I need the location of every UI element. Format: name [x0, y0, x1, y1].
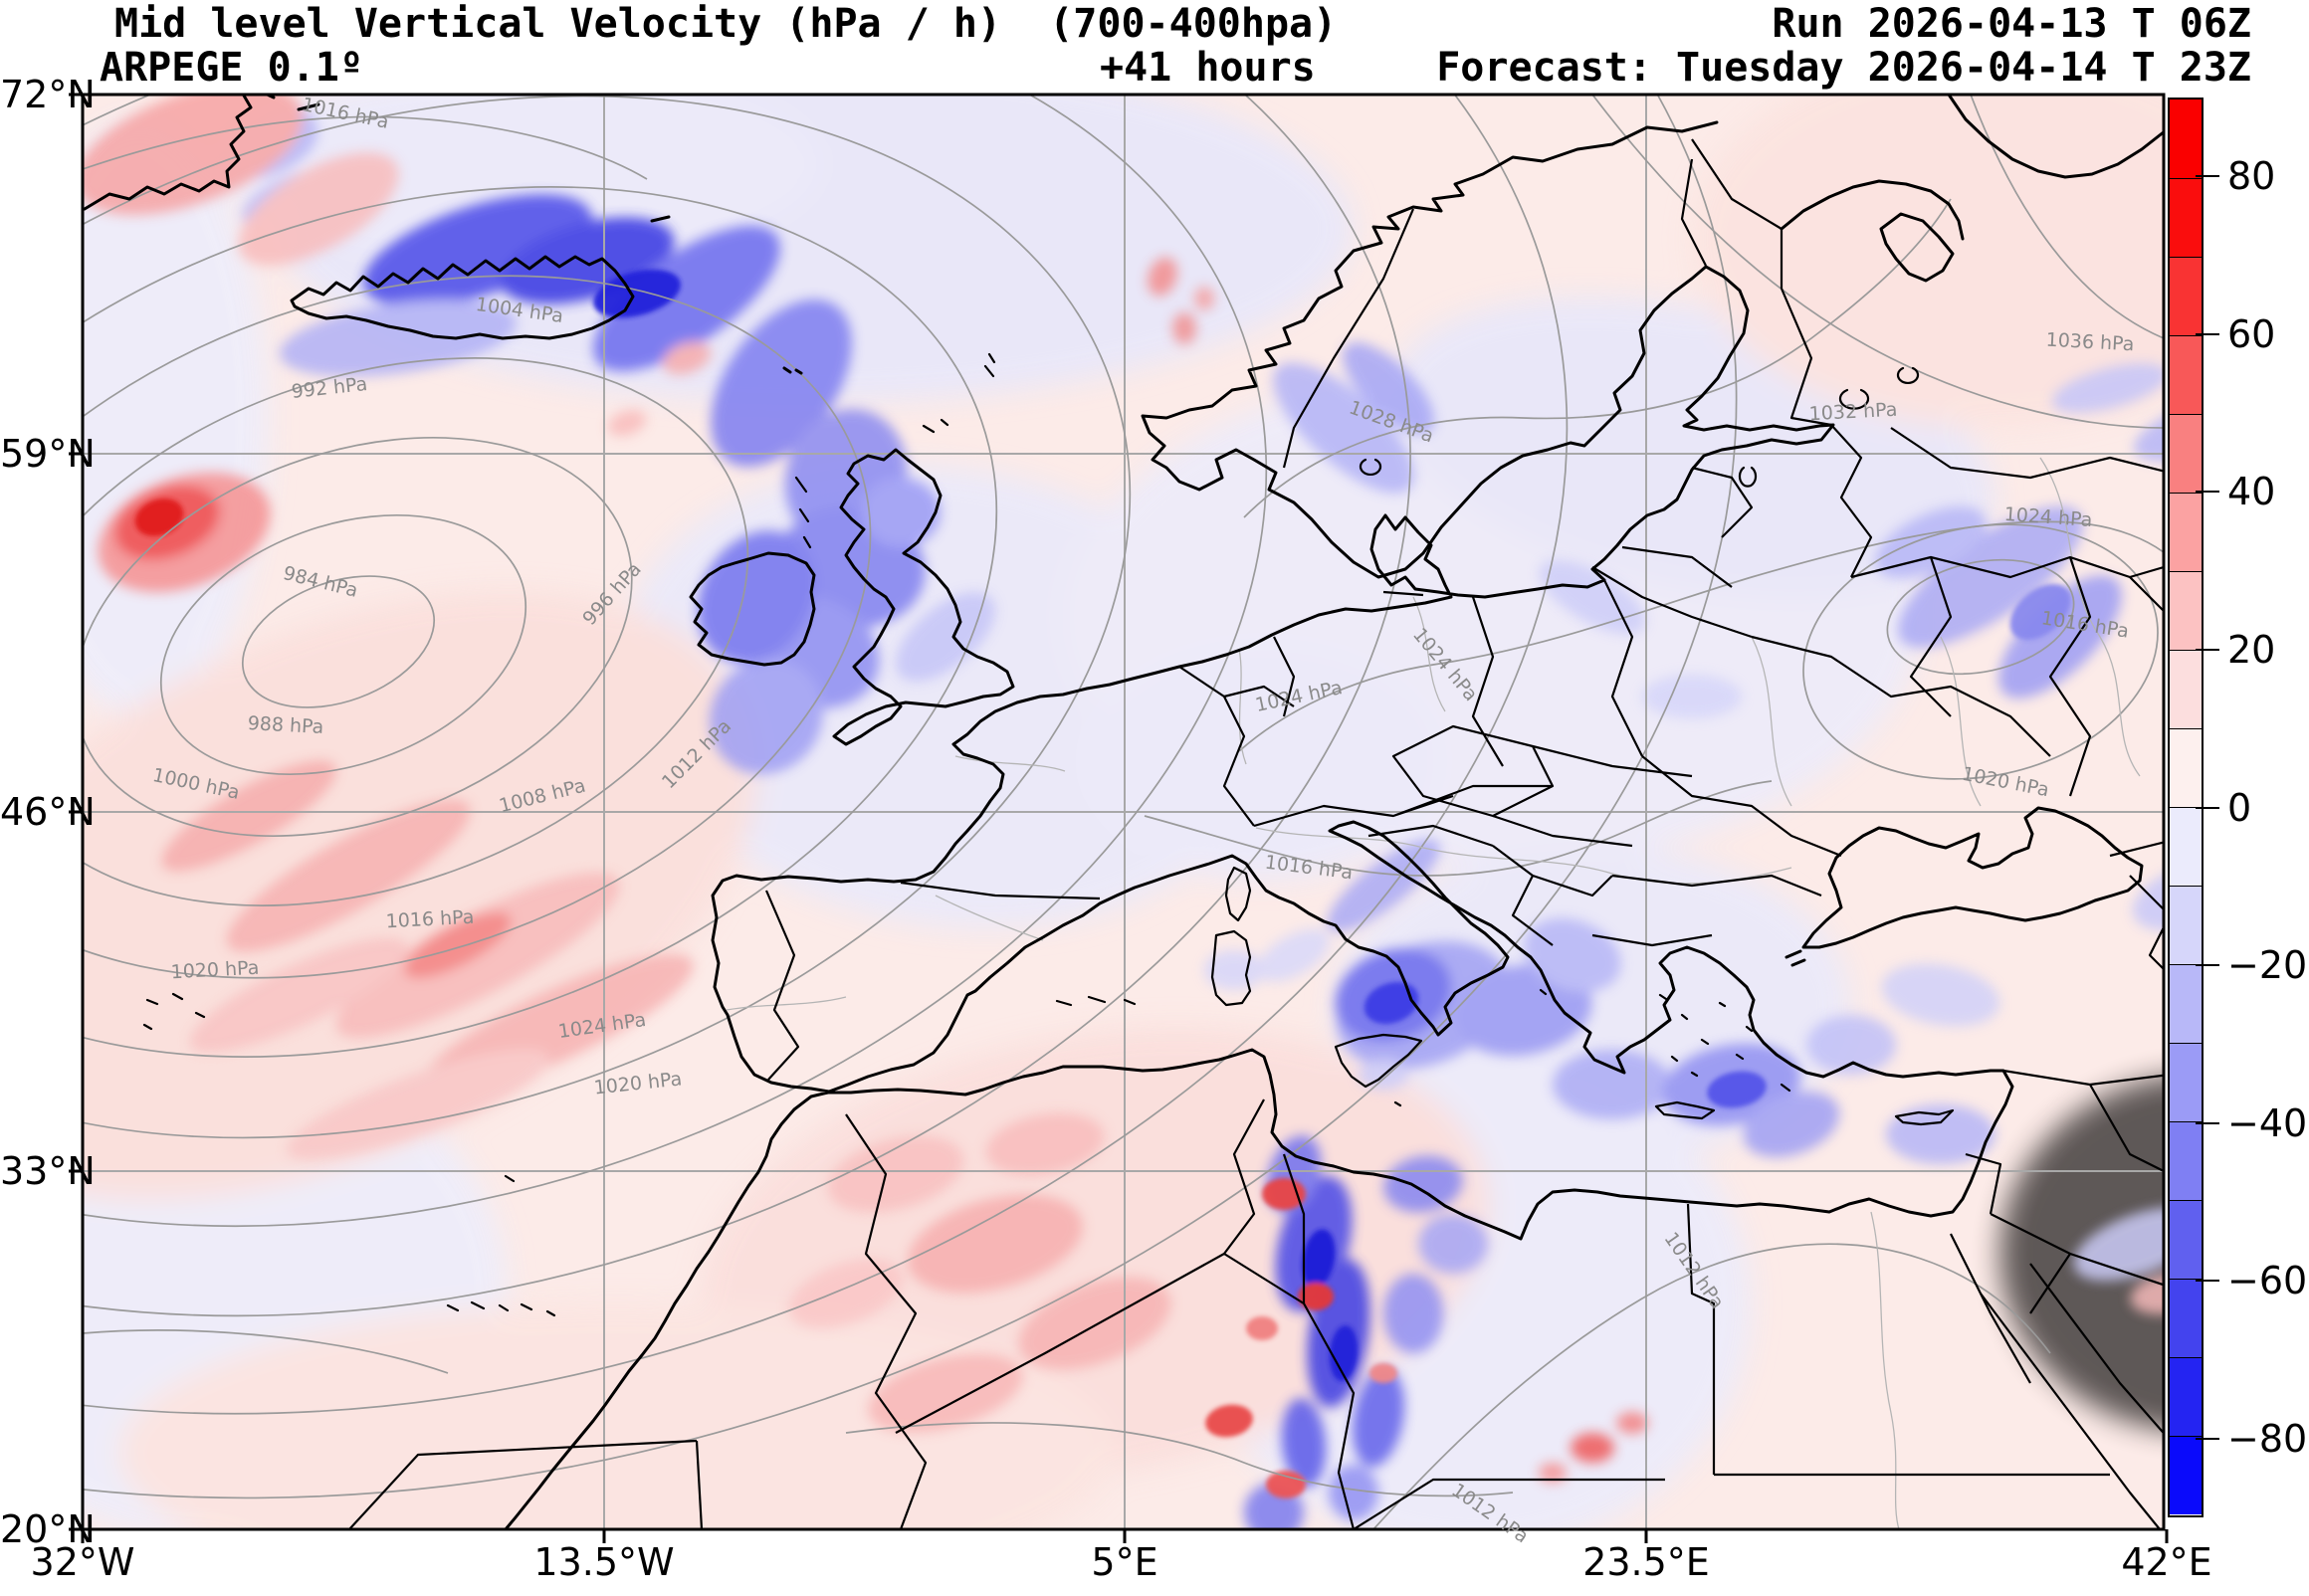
colorbar-tick-mark-2: [2196, 491, 2219, 494]
colorbar-segment-1: [2170, 178, 2202, 257]
page-title: Mid level Vertical Velocity (hPa / h) (7…: [114, 1, 1338, 47]
lon-tick-label-3: 23.5°E: [1582, 1540, 1710, 1584]
colorbar-segment-13: [2170, 1121, 2202, 1200]
colorbar-segment-2: [2170, 257, 2202, 335]
lon-tick-label-2: 5°E: [1091, 1540, 1158, 1584]
shading-cores: [134, 269, 2071, 1498]
colorbar-tick-label-4: 0: [2227, 785, 2252, 830]
graticule: [83, 95, 2164, 1529]
colorbar-tick-label-8: −80: [2227, 1416, 2308, 1461]
colorbar-segment-10: [2170, 886, 2202, 964]
colorbar-tick-mark-4: [2196, 806, 2219, 809]
colorbar-segment-6: [2170, 571, 2202, 650]
islands: [142, 352, 1955, 1317]
colorbar-segment-16: [2170, 1357, 2202, 1436]
lon-tick-label-0: 32°W: [30, 1540, 135, 1584]
colorbar-tick-label-3: 20: [2227, 627, 2276, 672]
colorbar-tick-label-2: 40: [2227, 470, 2276, 514]
colorbar-tick-label-7: −60: [2227, 1259, 2308, 1303]
colorbar-segment-8: [2170, 728, 2202, 807]
colorbar-segment-11: [2170, 964, 2202, 1043]
colorbar-tick-mark-3: [2196, 648, 2219, 651]
colorbar-tick-mark-0: [2196, 175, 2219, 178]
colorbar-segment-3: [2170, 335, 2202, 414]
coastlines: [83, 95, 2164, 1529]
colorbar-segment-9: [2170, 807, 2202, 886]
colorbar-segment-4: [2170, 414, 2202, 493]
model-label: ARPEGE 0.1º: [100, 45, 363, 91]
colorbar-segment-0: [2170, 100, 2202, 178]
lon-tick-label-4: 42°E: [2121, 1540, 2212, 1584]
colorbar-segment-15: [2170, 1279, 2202, 1357]
colorbar-tick-label-0: 80: [2227, 154, 2276, 199]
colorbar-segment-14: [2170, 1200, 2202, 1279]
colorbar-tick-mark-7: [2196, 1280, 2219, 1283]
colorbar-tick-label-1: 60: [2227, 311, 2276, 356]
rivers: [726, 457, 2141, 1529]
lon-tick-label-1: 13.5°W: [533, 1540, 675, 1584]
lead-time-label: +41 hours: [1100, 45, 1316, 91]
isobar-contours: [83, 95, 2164, 1529]
colorbar-segment-5: [2170, 493, 2202, 571]
colorbar-segment-7: [2170, 650, 2202, 728]
lat-tick-label-3: 33°N: [0, 1149, 96, 1193]
lat-tick-label-0: 72°N: [0, 73, 96, 116]
colorbar-tick-label-6: −40: [2227, 1100, 2308, 1145]
lat-tick-label-1: 59°N: [0, 432, 96, 476]
colorbar-tick-mark-1: [2196, 332, 2219, 335]
borders: [348, 138, 2164, 1529]
colorbar-tick-mark-8: [2196, 1437, 2219, 1440]
lat-tick-label-2: 46°N: [0, 790, 96, 834]
colorbar-segment-12: [2170, 1043, 2202, 1121]
forecast-label: Forecast: Tuesday 2026-04-14 T 23Z: [1436, 45, 2251, 91]
colorbar-segment-17: [2170, 1436, 2202, 1514]
run-label: Run 2026-04-13 T 06Z: [1772, 1, 2251, 47]
colorbar-tick-mark-5: [2196, 964, 2219, 967]
colorbar-tick-label-5: −20: [2227, 943, 2308, 988]
colorbar-tick-mark-6: [2196, 1121, 2219, 1124]
plot-frame: [69, 93, 2169, 1543]
